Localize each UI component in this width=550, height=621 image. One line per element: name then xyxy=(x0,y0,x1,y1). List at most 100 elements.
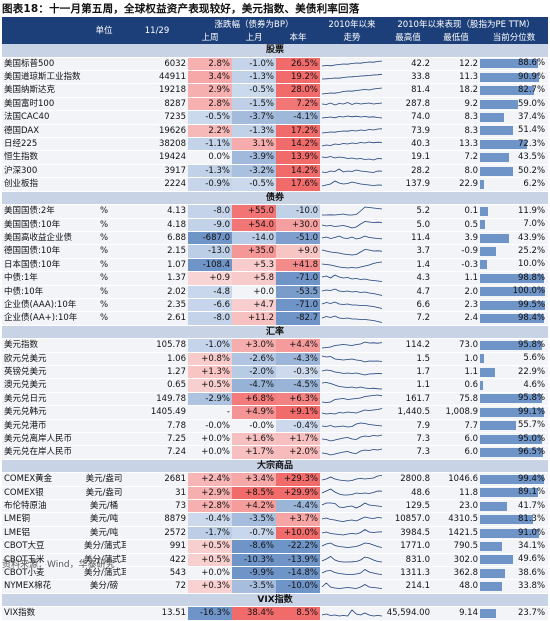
max-cell: 5.0 xyxy=(384,218,432,232)
min-cell: 1421.5 xyxy=(432,526,480,541)
trend-line xyxy=(321,301,383,310)
unit-cell xyxy=(82,378,126,393)
percentile-bar-track: 81.3% xyxy=(480,514,545,525)
percentile-bar xyxy=(480,99,519,109)
month-change-cell: 3.1% xyxy=(232,137,276,152)
min-cell: 75.8 xyxy=(432,392,480,407)
table-row: 创业板指 2224 -0.9% -0.5% 17.6% 137.9 22.9 6.2% xyxy=(2,177,549,192)
trend-line xyxy=(321,274,383,283)
percentile-bar xyxy=(480,86,534,96)
trend-cell xyxy=(320,285,384,299)
percentile-cell: 100.0% xyxy=(480,285,549,299)
unit-cell xyxy=(82,150,126,165)
percentile-value: 90.9% xyxy=(518,71,546,82)
percentile-bar xyxy=(480,273,545,283)
percentile-value: 59.0% xyxy=(518,98,546,109)
trend-cell xyxy=(320,378,384,393)
ytd-change-cell: +9.1% xyxy=(276,405,320,420)
percentile-bar xyxy=(480,501,508,511)
percentile-bar-track: 10.0% xyxy=(480,259,545,270)
table-row: 日本国债:10年% 1.07 -108.4 +5.3 +41.8 1.4 -0.3 10.0% xyxy=(2,258,549,273)
value-cell: 6032 xyxy=(126,57,188,72)
percentile-bar xyxy=(480,247,497,257)
percentile-value: 49.6% xyxy=(518,554,546,565)
trend-sparkline xyxy=(321,569,383,576)
trend-line xyxy=(321,87,383,95)
trend-sparkline xyxy=(321,369,383,376)
month-change-cell: -0.5% xyxy=(232,177,276,192)
min-cell: 11.8 xyxy=(432,486,480,501)
percentile-cell: 38.6% xyxy=(480,566,549,581)
header-change-group: 涨跌幅（债券为BP） xyxy=(188,19,320,32)
ytd-change-cell: +6.3% xyxy=(276,392,320,407)
trend-line xyxy=(321,555,383,563)
percentile-bar-track: 55.7% xyxy=(480,420,545,431)
figure-title: 图表18：十一月第五周，全球权益资产表现较好，美元指数、美债利率回落 xyxy=(2,3,360,15)
value-cell: 2.02 xyxy=(126,285,188,299)
month-change-cell: 38.4% xyxy=(232,606,276,621)
max-cell: 7.3 xyxy=(384,432,432,447)
trend-sparkline xyxy=(321,408,383,415)
percentile-cell: 11.9% xyxy=(480,204,549,219)
asset-name: COMEX银 xyxy=(2,486,82,501)
trend-cell xyxy=(320,392,384,407)
value-cell: 7.24 xyxy=(126,445,188,460)
asset-name: CBOT玉米 xyxy=(2,553,82,568)
trend-line xyxy=(321,381,383,389)
percentile-value: 38.6% xyxy=(518,567,546,578)
table-row: 美国国债:10年% 4.18 -9.0 +54.0 +30.0 5.0 0.5 7.0% xyxy=(2,218,549,232)
min-cell: 1,008.9 xyxy=(432,405,480,420)
percentile-bar xyxy=(480,287,546,297)
trend-cell xyxy=(320,150,384,165)
percentile-cell: 50.2% xyxy=(480,164,549,179)
week-change-cell: -0.5% xyxy=(188,110,232,125)
percentile-cell: 98.8% xyxy=(480,271,549,286)
value-cell: 1.27 xyxy=(126,365,188,380)
trend-line xyxy=(321,475,383,482)
header-blank xyxy=(2,19,82,32)
max-cell: 831.0 xyxy=(384,553,432,568)
week-change-cell: -8.0 xyxy=(188,204,232,219)
week-change-cell: 2.2% xyxy=(188,124,232,139)
percentile-cell: 90.9% xyxy=(480,70,549,85)
month-change-cell: +55.0 xyxy=(232,204,276,219)
percentile-cell: 59.0% xyxy=(480,97,549,112)
value-cell: 19626 xyxy=(126,124,188,139)
asset-name: 美国纳斯达克 xyxy=(2,83,82,98)
trend-sparkline xyxy=(321,128,383,134)
percentile-bar xyxy=(480,220,485,230)
trend-cell xyxy=(320,231,384,246)
month-change-cell: +5.8 xyxy=(232,271,276,286)
min-cell: 13.3 xyxy=(432,137,480,152)
trend-sparkline xyxy=(321,355,383,363)
unit-cell xyxy=(82,97,126,112)
trend-line xyxy=(321,582,383,589)
ytd-change-cell: -0.3% xyxy=(276,365,320,380)
unit-cell xyxy=(82,606,126,621)
percentile-cell: 37.4% xyxy=(480,110,549,125)
percentile-bar-track: 98.8% xyxy=(480,273,545,284)
unit-cell xyxy=(82,110,126,125)
trend-cell xyxy=(320,579,384,594)
asset-name: 英镑兑美元 xyxy=(2,365,82,380)
percentile-value: 51.4% xyxy=(518,125,546,136)
value-cell: 4.18 xyxy=(126,218,188,232)
month-change-cell: -0.5% xyxy=(232,83,276,98)
unit-cell xyxy=(82,164,126,179)
trend-line xyxy=(321,128,383,134)
percentile-bar xyxy=(480,59,538,69)
value-cell: 8879 xyxy=(126,512,188,527)
percentile-bar-track: 41.7% xyxy=(480,501,545,512)
unit-cell xyxy=(82,445,126,460)
percentile-bar xyxy=(480,367,495,377)
max-cell: 7.9 xyxy=(384,419,432,434)
value-cell: 2.15 xyxy=(126,244,188,259)
percentile-value: 88.6% xyxy=(518,58,546,69)
table-row: 美元兑离岸人民币 7.25 +0.0% +1.6% +1.7% 7.3 6.0 95.0% xyxy=(2,432,549,447)
trend-cell xyxy=(320,124,384,139)
ytd-change-cell: 26.5% xyxy=(276,57,320,72)
percentile-cell: 5.6% xyxy=(480,352,549,366)
header-blank-2 xyxy=(2,31,82,45)
asset-name: 美元兑韩元 xyxy=(2,405,82,420)
ytd-change-cell: 28.0% xyxy=(276,83,320,98)
